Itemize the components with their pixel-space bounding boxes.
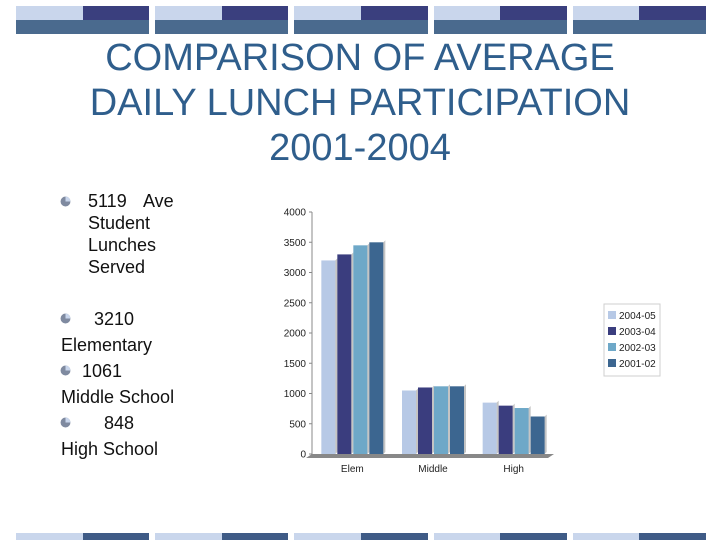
- elementary-value: 3210: [94, 309, 135, 329]
- pie-bullet-icon: [60, 196, 71, 207]
- middle-value: 1061: [82, 361, 123, 381]
- bar-top: [337, 252, 354, 255]
- bar-side: [528, 406, 531, 454]
- x-category-label: Middle: [418, 464, 448, 475]
- y-tick-label: 3000: [284, 268, 307, 279]
- bar: [482, 402, 497, 454]
- legend-label: 2003-04: [619, 327, 656, 338]
- y-tick-label: 2500: [284, 298, 307, 309]
- bar: [369, 242, 384, 454]
- slide-title: COMPARISON OF AVERAGE DAILY LUNCH PARTIC…: [40, 36, 680, 171]
- bar-top: [498, 403, 515, 406]
- middle-label: Middle School: [61, 387, 175, 407]
- elementary-label: Elementary: [61, 335, 153, 355]
- pie-bullet-icon: [60, 365, 71, 376]
- legend-label: 2001-02: [619, 359, 656, 370]
- y-tick-label: 0: [300, 450, 306, 461]
- bar-top: [369, 240, 386, 243]
- bar-top: [514, 406, 531, 409]
- bar: [402, 390, 416, 454]
- bar-side: [448, 384, 450, 454]
- title-line-3: 2001-2004: [269, 127, 451, 169]
- y-tick-label: 4000: [284, 208, 307, 219]
- pie-bullet-icon: [60, 417, 71, 428]
- x-category-label: Elem: [341, 464, 364, 475]
- bar: [321, 260, 336, 454]
- bar-side: [544, 414, 547, 454]
- bar-top: [353, 243, 370, 246]
- title-line-1: COMPARISON OF AVERAGE: [105, 37, 615, 79]
- bar-top: [321, 258, 338, 261]
- bar: [450, 386, 464, 454]
- bar-top: [418, 385, 434, 388]
- bar: [498, 405, 513, 454]
- total-value: 5119: [88, 191, 127, 211]
- bar: [353, 245, 368, 454]
- legend-swatch: [608, 343, 616, 351]
- bar-side: [383, 240, 386, 454]
- y-tick-label: 1000: [284, 389, 307, 400]
- y-tick-label: 500: [289, 419, 306, 430]
- title-line-2: DAILY LUNCH PARTICIPATION: [89, 82, 631, 124]
- bar-side: [432, 385, 434, 454]
- legend-swatch: [608, 359, 616, 367]
- bar-side: [464, 384, 466, 454]
- bar: [434, 386, 448, 454]
- bar-side: [351, 252, 354, 454]
- pie-bullet-icon: [60, 313, 71, 324]
- bullet-total: 5119: [88, 190, 127, 212]
- bar-side: [512, 403, 515, 454]
- high-label: High School: [61, 439, 159, 459]
- bar-side: [367, 243, 370, 454]
- y-tick-label: 1500: [284, 359, 307, 370]
- bar-chart: 4000 3500 3000 2500 2000 1500 1000 500 0 Elem Midd…: [284, 208, 661, 475]
- y-tick-label: 2000: [284, 329, 307, 340]
- bar: [530, 416, 545, 454]
- bar-top: [482, 400, 499, 403]
- legend-swatch: [608, 327, 616, 335]
- bar-side: [335, 258, 338, 454]
- x-category-label: High: [503, 464, 524, 475]
- bar: [418, 387, 432, 454]
- top-decor-band: [16, 6, 707, 34]
- bar-top: [450, 384, 466, 387]
- bar: [514, 408, 529, 454]
- bar: [337, 254, 352, 454]
- legend-label: 2004-05: [619, 311, 656, 322]
- legend-label: 2002-03: [619, 343, 656, 354]
- bar-side: [496, 400, 499, 454]
- legend-swatch: [608, 311, 616, 319]
- bar-side: [416, 388, 418, 454]
- bar-top: [530, 414, 547, 417]
- bar-top: [434, 384, 450, 387]
- y-tick-label: 3500: [284, 238, 307, 249]
- total-label: Student Lunches Served: [88, 213, 157, 277]
- bar-top: [402, 388, 418, 391]
- chart-floor: [306, 454, 554, 458]
- total-label-line1: Ave: [143, 191, 174, 211]
- high-value: 848: [104, 413, 135, 433]
- bottom-decor-band: [16, 533, 707, 540]
